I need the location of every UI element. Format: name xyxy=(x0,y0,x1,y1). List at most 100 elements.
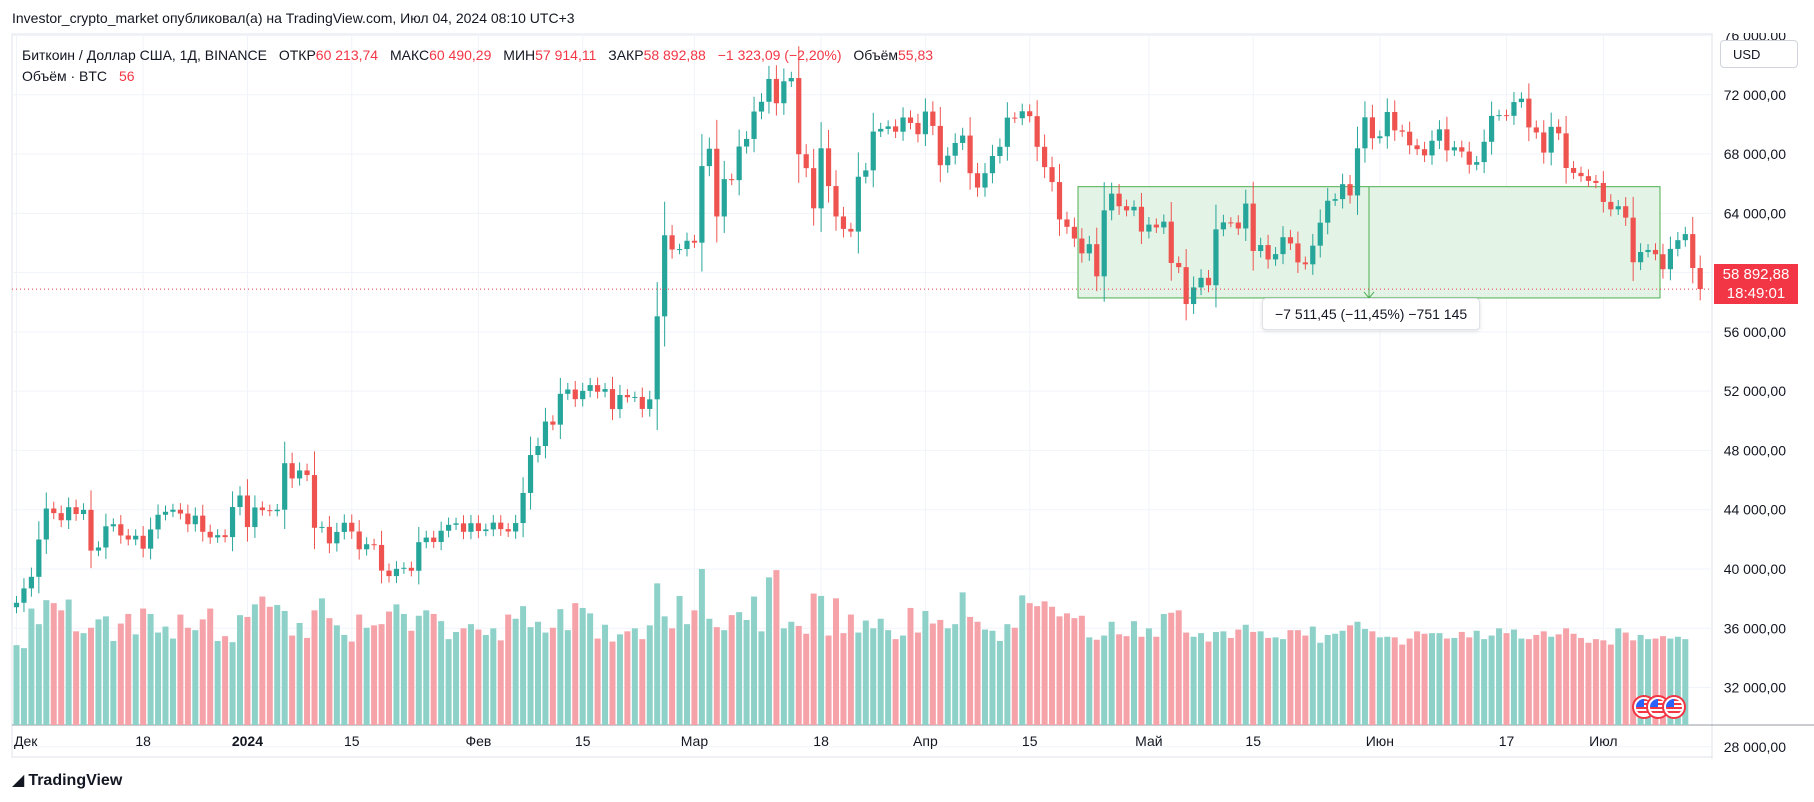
candle-body xyxy=(1511,102,1517,116)
volume-bar xyxy=(780,628,787,725)
volume-bar xyxy=(646,625,653,725)
candle-body xyxy=(1421,149,1428,156)
volume-bar xyxy=(1555,634,1562,725)
us-flag-event-icon[interactable] xyxy=(1662,695,1686,719)
candle-body xyxy=(207,531,213,538)
candle-body xyxy=(1101,210,1107,277)
volume-bar xyxy=(587,613,594,725)
candle-body xyxy=(1518,98,1524,103)
volume-bar xyxy=(1376,637,1383,725)
y-tick-label: 40 000,00 xyxy=(1724,561,1786,577)
candle-body xyxy=(1280,237,1286,255)
volume-bar xyxy=(765,577,772,725)
candle-body xyxy=(1258,245,1264,251)
legend-volume-series-value: 56 xyxy=(118,68,135,84)
candle-body xyxy=(1220,222,1226,230)
volume-bar xyxy=(311,610,318,725)
candle-body xyxy=(535,445,541,456)
volume-bar xyxy=(1153,636,1160,725)
candle-body xyxy=(133,535,139,540)
candle-body xyxy=(930,111,936,126)
volume-bar xyxy=(736,612,743,725)
volume-bar xyxy=(892,639,899,725)
volume-bar xyxy=(877,618,884,725)
legend-change: −1 323,09 (−2,20%) xyxy=(717,47,842,63)
volume-bar xyxy=(1071,618,1078,725)
candle-body xyxy=(706,148,712,167)
candle-body xyxy=(617,395,623,410)
brand[interactable]: ◢ TradingView xyxy=(12,770,122,790)
last-price-tag: 58 892,88 18:49:01 xyxy=(1714,264,1798,304)
candle-body xyxy=(282,463,288,510)
volume-bar xyxy=(713,627,720,725)
legend-volume-series[interactable]: Объём · BTC xyxy=(22,68,108,84)
volume-bar xyxy=(549,627,556,725)
candle-body xyxy=(222,535,228,538)
volume-bar xyxy=(1011,627,1018,725)
candle-body xyxy=(304,470,310,476)
candle-body xyxy=(900,117,906,132)
currency-button[interactable]: USD xyxy=(1720,40,1798,68)
candle-body xyxy=(550,421,556,425)
candle-body xyxy=(110,524,116,527)
measure-label[interactable]: −7 511,45 (−11,45%) −751 145 xyxy=(1262,298,1481,330)
volume-bar xyxy=(1525,639,1532,725)
volume-bar xyxy=(1592,639,1599,725)
candle-body xyxy=(773,78,779,104)
volume-bar xyxy=(1190,636,1197,725)
volume-bar xyxy=(1667,638,1674,725)
candle-body xyxy=(1340,184,1346,200)
volume-bar xyxy=(95,619,102,725)
candle-body xyxy=(1079,238,1085,254)
volume-bar xyxy=(1600,640,1607,725)
legend-symbol[interactable]: Биткоин / Доллар США, 1Д, BINANCE xyxy=(22,47,267,63)
volume-bar xyxy=(1242,624,1249,725)
candle-body xyxy=(43,508,49,540)
volume-bar xyxy=(1652,638,1659,725)
volume-bar xyxy=(259,596,266,725)
y-tick-label: 64 000,00 xyxy=(1724,205,1786,221)
candle-body xyxy=(691,240,698,243)
volume-bar xyxy=(847,614,854,725)
candle-body xyxy=(1198,277,1204,288)
last-price-countdown: 18:49:01 xyxy=(1726,285,1786,302)
volume-bar xyxy=(728,615,735,725)
volume-bar xyxy=(1503,633,1510,725)
candle-body xyxy=(1474,162,1480,165)
candle-body xyxy=(401,567,407,569)
candle-body xyxy=(21,588,27,603)
candle-body xyxy=(602,389,608,392)
candle-body xyxy=(811,168,817,209)
candle-body xyxy=(356,531,362,550)
candle-body xyxy=(364,544,370,550)
candle-body xyxy=(654,316,660,400)
candle-body xyxy=(1012,117,1018,119)
volume-bar xyxy=(758,631,765,725)
candle-body xyxy=(945,155,951,166)
candle-body xyxy=(803,154,809,169)
volume-bar xyxy=(803,633,810,725)
candle-body xyxy=(386,570,392,577)
candle-body xyxy=(833,186,839,217)
candle-body xyxy=(1302,262,1308,265)
volume-bar xyxy=(430,613,437,725)
candle-body xyxy=(915,122,921,135)
volume-bar xyxy=(1019,595,1026,725)
candle-body xyxy=(1660,254,1666,270)
volume-bar xyxy=(296,622,303,725)
volume-bar xyxy=(408,630,415,725)
volume-bar xyxy=(870,628,877,725)
candle-body xyxy=(1630,217,1636,263)
volume-bar xyxy=(65,599,72,725)
volume-bar xyxy=(721,630,728,725)
chart-legend: Биткоин / Доллар США, 1Д, BINANCE ОТКР60… xyxy=(22,45,933,87)
candle-body xyxy=(505,529,511,532)
candle-body xyxy=(870,131,876,171)
candle-body xyxy=(148,529,154,549)
volume-bar xyxy=(1093,639,1100,725)
candle-body xyxy=(155,514,161,530)
candle-body xyxy=(192,515,198,525)
volume-bar xyxy=(1637,634,1644,725)
